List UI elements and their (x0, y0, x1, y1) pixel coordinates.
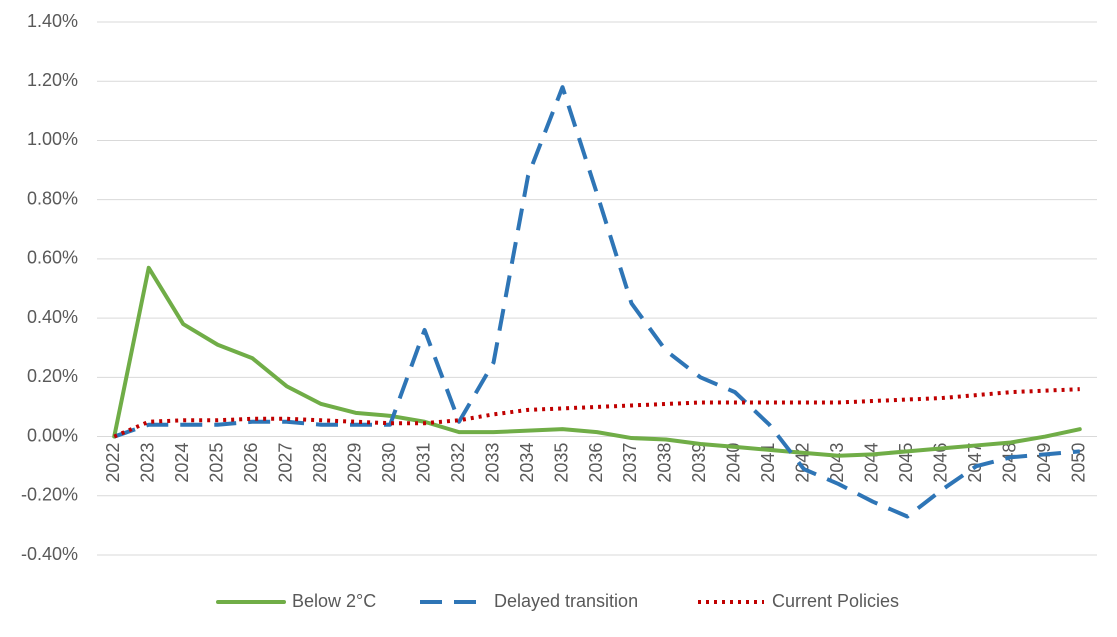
x-tick-label: 2024 (172, 443, 192, 483)
x-tick-label: 2048 (1000, 443, 1020, 483)
y-tick-label: 1.40% (27, 11, 78, 31)
y-tick-label: 1.00% (27, 129, 78, 149)
x-tick-label: 2031 (413, 443, 433, 483)
y-tick-label: 0.40% (27, 307, 78, 327)
x-tick-label: 2023 (137, 443, 157, 483)
y-tick-label: 1.20% (27, 70, 78, 90)
x-tick-label: 2041 (758, 443, 778, 483)
x-tick-label: 2047 (965, 443, 985, 483)
x-tick-label: 2025 (206, 443, 226, 483)
y-tick-label: 0.80% (27, 188, 78, 208)
x-tick-label: 2034 (517, 443, 537, 483)
series-line (112, 265, 1082, 458)
x-tick-label: 2040 (724, 443, 744, 483)
y-tick-label: -0.40% (21, 544, 78, 564)
x-tick-label: 2035 (551, 443, 571, 483)
x-tick-label: 2042 (793, 443, 813, 483)
x-tick-label: 2037 (620, 443, 640, 483)
series-line (113, 85, 1080, 519)
x-tick-label: 2045 (896, 443, 916, 483)
x-tick-label: 2039 (689, 443, 709, 483)
x-tick-label: 2038 (655, 443, 675, 483)
x-tick-label: 2043 (827, 443, 847, 483)
y-tick-label: 0.20% (27, 366, 78, 386)
y-tick-label: -0.20% (21, 485, 78, 505)
x-tick-label: 2046 (931, 443, 951, 483)
x-tick-label: 2033 (482, 443, 502, 483)
series-line (113, 387, 1080, 439)
legend-label: Delayed transition (494, 591, 638, 611)
legend-label: Below 2°C (292, 591, 376, 611)
x-tick-label: 2036 (586, 443, 606, 483)
x-tick-label: 2044 (862, 443, 882, 483)
x-tick-label: 2049 (1034, 443, 1054, 483)
y-tick-label: 0.60% (27, 248, 78, 268)
y-tick-label: 0.00% (27, 425, 78, 445)
x-tick-label: 2022 (103, 443, 123, 483)
x-tick-label: 2028 (310, 443, 330, 483)
x-tick-label: 2050 (1069, 443, 1089, 483)
legend-label: Current Policies (772, 591, 899, 611)
x-tick-label: 2029 (344, 443, 364, 483)
x-tick-label: 2027 (275, 443, 295, 483)
x-tick-label: 2026 (241, 443, 261, 483)
x-tick-label: 2030 (379, 443, 399, 483)
x-tick-label: 2032 (448, 443, 468, 483)
